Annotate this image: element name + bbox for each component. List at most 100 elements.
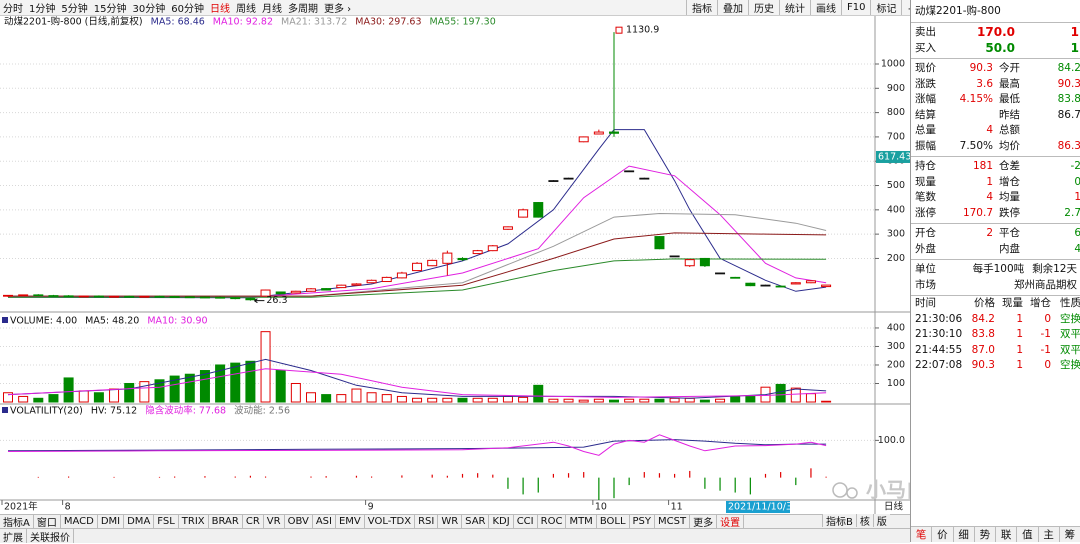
- extension-tab[interactable]: 扩展: [0, 529, 27, 544]
- tool-button[interactable]: 指标: [686, 0, 717, 15]
- tool-button[interactable]: 画线: [810, 0, 841, 15]
- indicator-tab[interactable]: TRIX: [179, 515, 209, 528]
- field-value: 83.8: [1057, 93, 1080, 105]
- indicator-tab[interactable]: VR: [264, 515, 285, 528]
- candle-body: [321, 288, 332, 291]
- y-tick-label: 400: [887, 322, 905, 333]
- period-tab[interactable]: 周线: [235, 4, 256, 15]
- panel-tab[interactable]: 值: [1017, 527, 1039, 542]
- tool-button[interactable]: 叠加: [717, 0, 748, 15]
- panel-icon: [2, 407, 8, 413]
- volume-bar: [518, 396, 529, 403]
- volume-bar: [3, 392, 13, 403]
- panel-tab[interactable]: 细: [954, 527, 975, 542]
- trade-cell: 空换: [1060, 312, 1080, 325]
- indicator-tab[interactable]: 设置: [717, 515, 745, 529]
- trade-cell: 87.0: [971, 343, 995, 356]
- field-label: 现价: [915, 62, 936, 74]
- volume-bar: [290, 382, 301, 403]
- indicator-tab[interactable]: 窗口: [34, 515, 61, 529]
- indicator-tab[interactable]: 核: [855, 514, 873, 528]
- candle-body: [669, 255, 680, 258]
- quote-row: 涨跌 3.6 最高 90.3: [911, 77, 1080, 93]
- trade-cell: 21:30:06: [915, 312, 963, 325]
- panel-tab[interactable]: 势: [975, 527, 996, 542]
- field-label: 开仓: [915, 227, 936, 239]
- indicator-tab[interactable]: ASI: [313, 515, 336, 528]
- indicator-tab[interactable]: CR: [243, 515, 264, 528]
- indicator-tab[interactable]: EMV: [336, 515, 365, 528]
- indicator-tab[interactable]: MACD: [61, 515, 98, 528]
- indicator-tab[interactable]: PSY: [630, 515, 656, 528]
- indicator-tab[interactable]: 版: [872, 514, 890, 528]
- indicator-tab[interactable]: BRAR: [209, 515, 243, 528]
- period-tab[interactable]: 15分钟: [93, 4, 127, 15]
- indicator-tab[interactable]: SAR: [462, 515, 490, 528]
- period-tab[interactable]: 更多 ›: [323, 4, 352, 15]
- candle-body: [790, 282, 801, 285]
- trade-cell: 0: [1044, 312, 1051, 325]
- indicator-tab[interactable]: MTM: [566, 515, 597, 528]
- indicator-tab[interactable]: DMA: [124, 515, 155, 528]
- panel-tab[interactable]: 联: [996, 527, 1018, 542]
- indicator-tab[interactable]: BOLL: [597, 515, 630, 528]
- indicator-tab[interactable]: RSI: [415, 515, 439, 528]
- volume-bar: [457, 397, 468, 403]
- indicator-tabs: 指标A 窗口 MACD DMI DMA FSL TRIX BRAR CR VR OBV ASI EMV V…: [0, 514, 910, 529]
- candle-body: [412, 262, 423, 272]
- panel-tab[interactable]: 笔: [911, 527, 933, 542]
- period-tab[interactable]: 分时: [3, 4, 23, 15]
- tool-button[interactable]: 标记: [870, 0, 901, 15]
- indicator-tab[interactable]: FSL: [154, 515, 179, 528]
- extension-tab[interactable]: 关联报价: [27, 529, 74, 544]
- quote-row: 振幅 7.50% 均价 86.3: [911, 139, 1080, 155]
- field-label: 均价: [999, 139, 1020, 152]
- period-tab[interactable]: 日线: [209, 4, 230, 15]
- indicator-tab[interactable]: KDJ: [489, 515, 514, 528]
- instrument-title: 动煤2201-购-800: [911, 0, 1080, 23]
- book-price: 50.0: [985, 40, 1015, 55]
- panel-tab[interactable]: 筹: [1060, 527, 1080, 542]
- period-tab[interactable]: 30分钟: [132, 4, 166, 15]
- bar-legend: 波动能: 2.56: [234, 405, 290, 417]
- period-tab[interactable]: 5分钟: [61, 4, 88, 15]
- tool-button[interactable]: 历史: [748, 0, 779, 15]
- quote-row: 笔数 4 均量 1: [911, 190, 1080, 206]
- period-tab[interactable]: 多周期: [287, 4, 318, 15]
- volume-bar: [48, 394, 59, 403]
- x-tick-label: 9: [368, 502, 374, 513]
- ma-legend: HV: 75.12: [91, 406, 137, 417]
- volume-bar: [351, 388, 362, 403]
- field-value: 1: [986, 175, 993, 188]
- tool-button[interactable]: F10: [841, 0, 870, 15]
- volume-bar: [199, 370, 210, 403]
- volume-bar: [366, 392, 377, 403]
- field-label: 结算: [915, 108, 936, 121]
- trade-header: 增仓: [1030, 297, 1051, 309]
- indicator-tab[interactable]: 指标B: [822, 514, 856, 528]
- panel-tab[interactable]: 价: [932, 527, 954, 542]
- ma-legend: MA30: 297.63: [355, 17, 421, 28]
- panel-tab[interactable]: 主: [1039, 527, 1060, 542]
- indicator-tab[interactable]: OBV: [285, 515, 313, 528]
- ma-line: [7, 368, 827, 398]
- period-tab[interactable]: 月线: [261, 4, 282, 15]
- indicator-tab[interactable]: DMI: [98, 515, 125, 528]
- info-texts: 郑州商品期权: [936, 278, 1077, 294]
- volume-bar: [745, 395, 756, 403]
- period-tab[interactable]: 1分钟: [29, 4, 56, 15]
- tool-button[interactable]: 统计: [779, 0, 810, 15]
- indicator-tab[interactable]: VOL-TDX: [365, 515, 416, 528]
- candle-body: [48, 295, 59, 297]
- volume-bar: [472, 397, 483, 403]
- y-tick-label: 100.0: [878, 435, 905, 446]
- indicator-tab[interactable]: ROC: [538, 515, 567, 528]
- indicator-tab[interactable]: 更多: [690, 515, 718, 529]
- indicator-tab[interactable]: MCST: [655, 515, 691, 528]
- indicator-tab[interactable]: 指标A: [0, 515, 34, 529]
- volume-bar: [805, 393, 816, 403]
- period-tab[interactable]: 60分钟: [171, 4, 204, 15]
- candle-body: [260, 289, 271, 297]
- indicator-tab[interactable]: CCI: [514, 515, 538, 528]
- indicator-tab[interactable]: WR: [438, 515, 463, 528]
